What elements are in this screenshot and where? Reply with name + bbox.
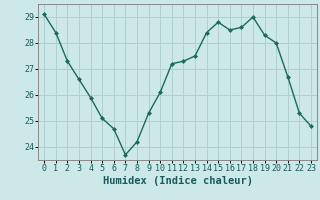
X-axis label: Humidex (Indice chaleur): Humidex (Indice chaleur)	[103, 176, 252, 186]
